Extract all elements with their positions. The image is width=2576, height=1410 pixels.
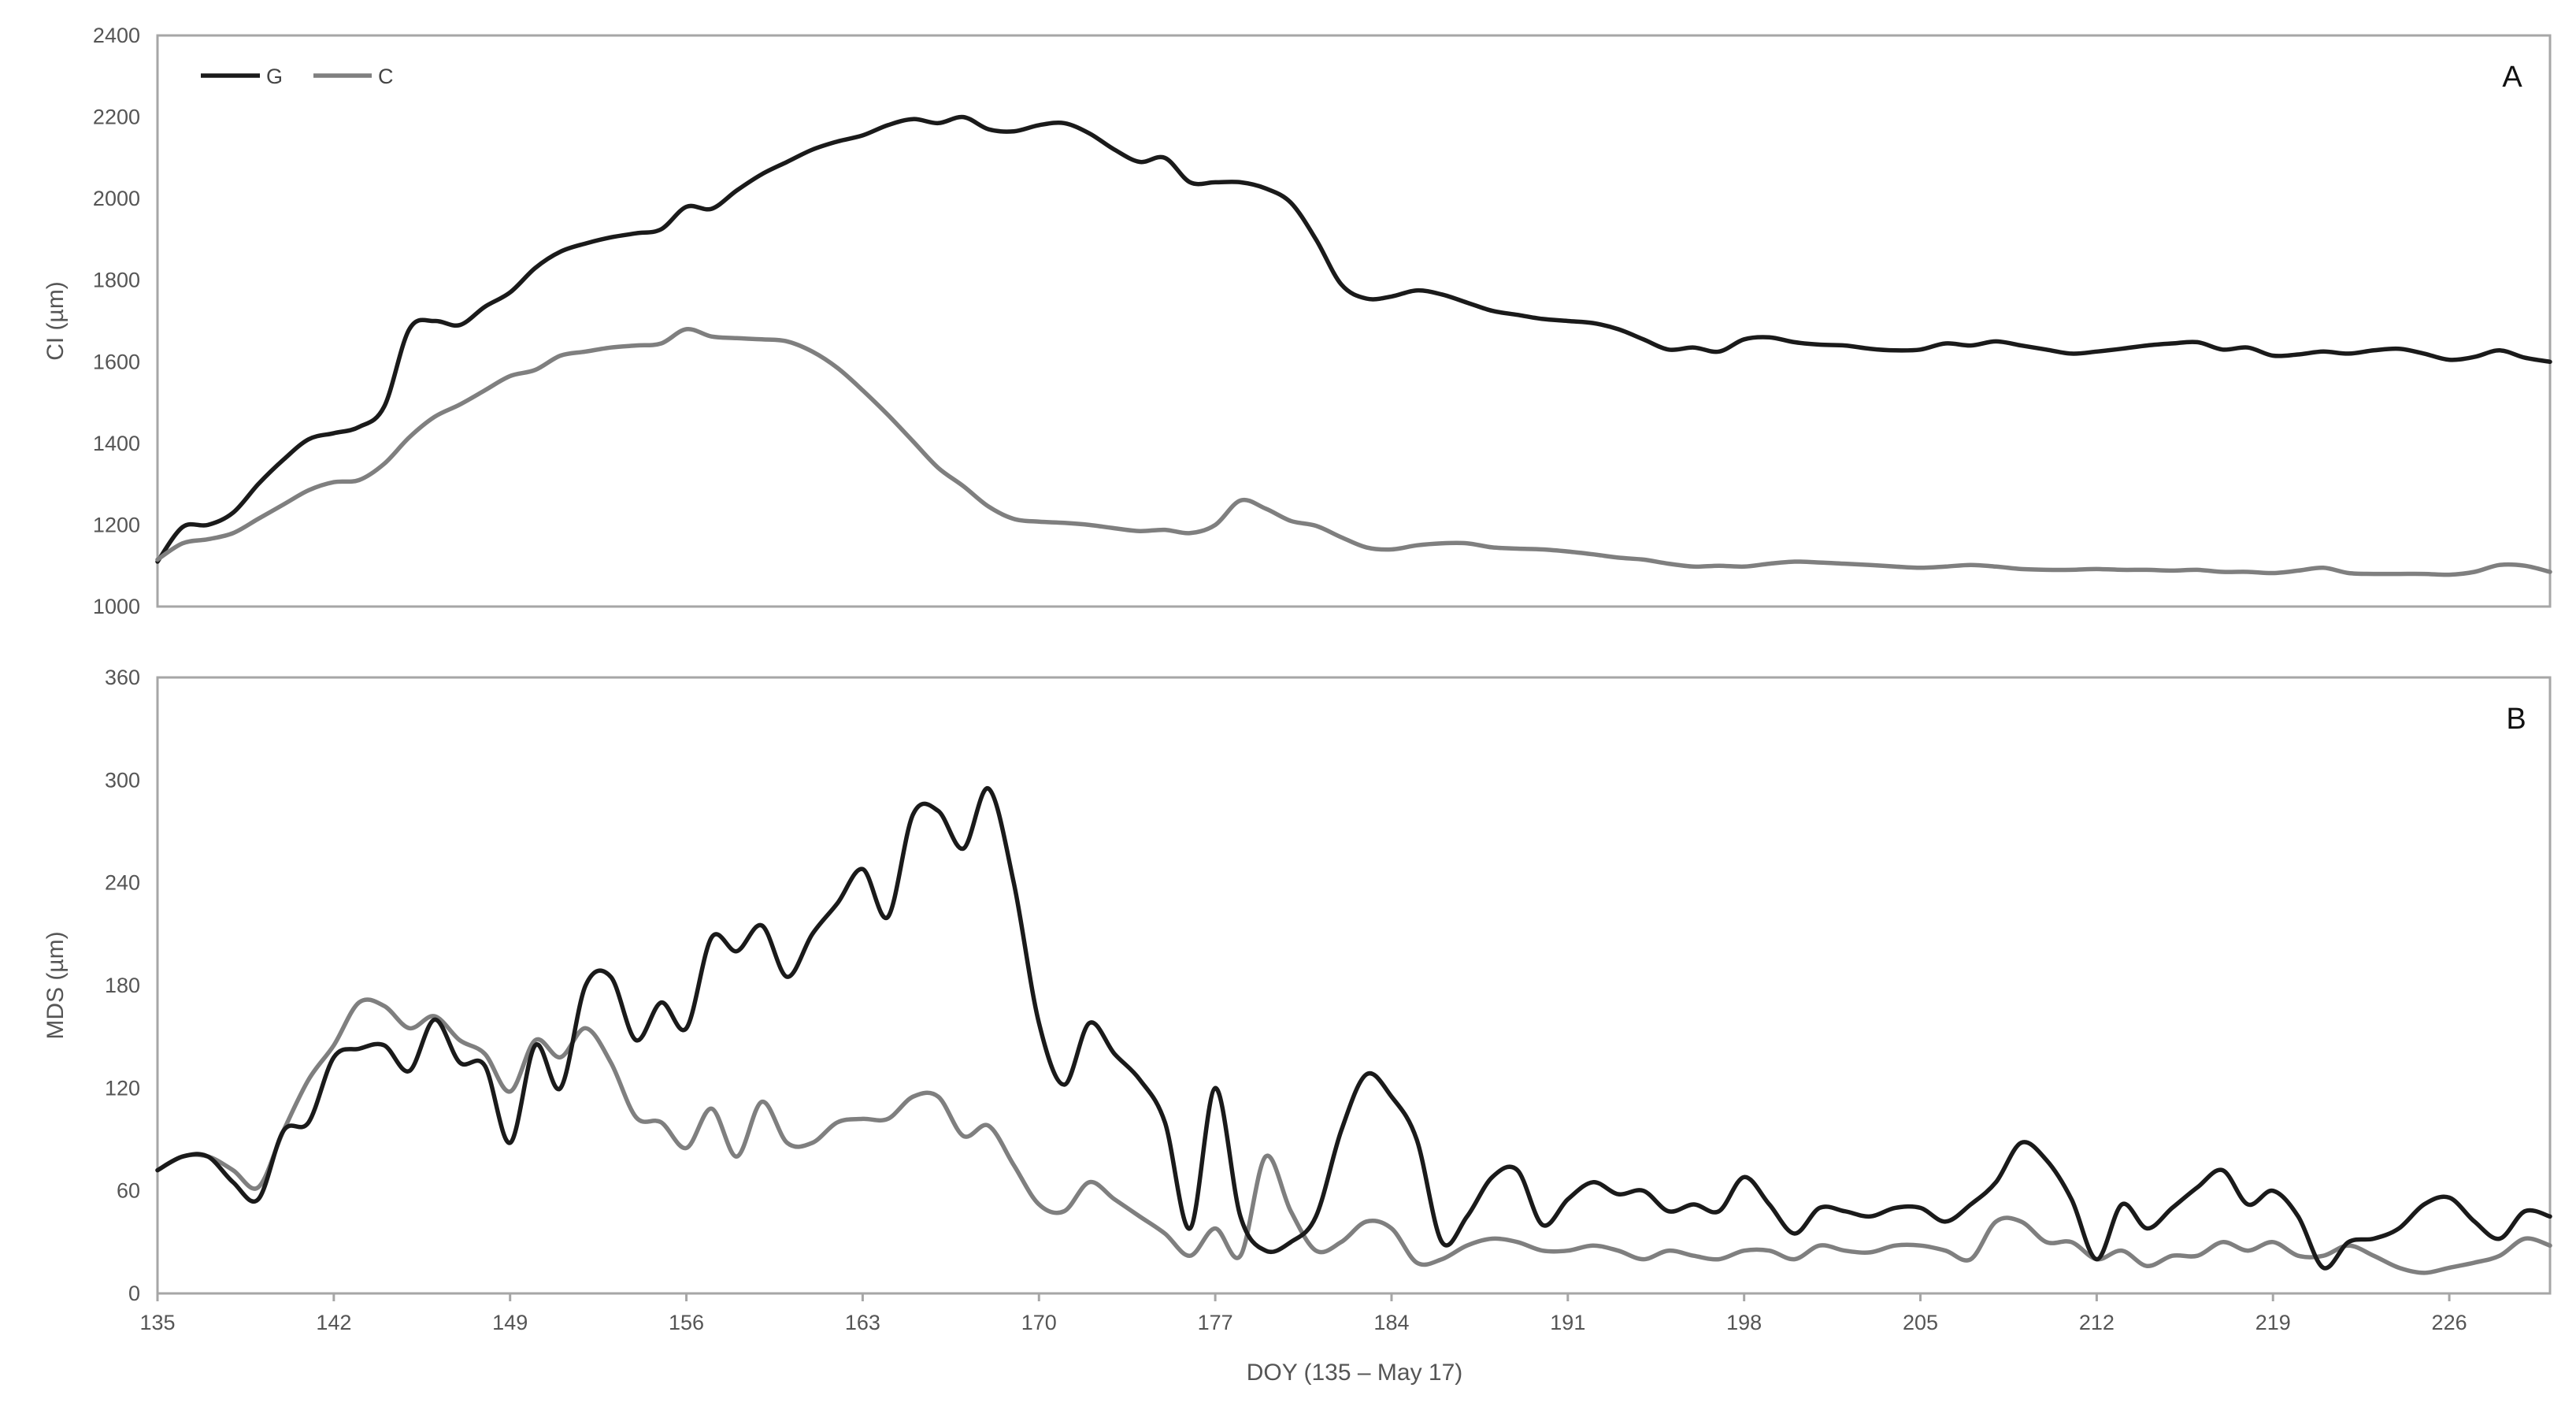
- x-tick-label: 156: [669, 1311, 704, 1334]
- panel-a-series-c-line: [155, 327, 2552, 577]
- panel-a-label: A: [2502, 61, 2522, 94]
- panel-a-y-axis-title: CI (µm): [43, 281, 69, 361]
- x-tick-label: 135: [139, 1311, 175, 1334]
- panel-b-x-ticks: 135 142 149 156 163 170 177 184 191 198 205 212 219 2…: [139, 1293, 2467, 1334]
- x-tick-label: 184: [1373, 1311, 1409, 1334]
- x-tick-label: 170: [1021, 1311, 1057, 1334]
- panel-b-label: B: [2506, 703, 2526, 736]
- panel-a: 1000 1200 1400 1600 1800 2000 2200 2400 CI (µm)…: [43, 24, 2552, 618]
- x-tick-label: 226: [2432, 1311, 2467, 1334]
- panel-b-series-g-line: [155, 786, 2552, 1271]
- panel-a-y-ticks: 1000 1200 1400 1600 1800 2000 2200 2400: [93, 24, 140, 618]
- legend-label-g: G: [266, 65, 283, 88]
- x-tick-label: 142: [316, 1311, 351, 1334]
- x-tick-label: 149: [492, 1311, 528, 1334]
- legend-label-c: C: [378, 65, 394, 88]
- panel-a-frame: [156, 34, 2552, 608]
- panel-b-y-tick-label: 120: [105, 1076, 140, 1100]
- legend: G C: [201, 65, 394, 88]
- panel-a-series-g-line: [155, 114, 2552, 564]
- panel-b-frame: [156, 676, 2552, 1295]
- panel-b-y-tick-label: 180: [105, 974, 140, 997]
- panel-a-y-tick-label: 1600: [93, 350, 140, 373]
- panel-b-y-tick-label: 360: [105, 666, 140, 689]
- panel-a-y-tick-label: 1000: [93, 595, 140, 618]
- x-tick-label: 163: [845, 1311, 880, 1334]
- x-tick-label: 191: [1550, 1311, 1585, 1334]
- x-tick-label: 177: [1198, 1311, 1233, 1334]
- x-tick-label: 212: [2079, 1311, 2115, 1334]
- x-tick-label: 219: [2255, 1311, 2291, 1334]
- panel-a-y-tick-label: 2400: [93, 24, 140, 47]
- panel-b-y-tick-label: 60: [117, 1179, 140, 1203]
- panel-a-y-tick-label: 2000: [93, 187, 140, 210]
- panel-a-y-tick-label: 1400: [93, 432, 140, 455]
- panel-b-y-ticks: 0 60 120 180 240 300 360: [105, 666, 140, 1305]
- panel-a-y-tick-label: 1200: [93, 513, 140, 536]
- panel-a-y-tick-label: 1800: [93, 269, 140, 292]
- panel-b-y-tick-label: 0: [128, 1282, 140, 1305]
- x-axis-title: DOY (135 – May 17): [1247, 1360, 1463, 1386]
- x-tick-label: 205: [1903, 1311, 1938, 1334]
- x-tick-label: 198: [1726, 1311, 1762, 1334]
- panel-a-y-tick-label: 2200: [93, 106, 140, 129]
- panel-b-y-tick-label: 240: [105, 871, 140, 895]
- panel-b-y-axis-title: MDS (µm): [43, 931, 69, 1039]
- panel-b-series-c-line: [155, 997, 2552, 1275]
- panel-b-y-tick-label: 300: [105, 768, 140, 792]
- panel-b: 0 60 120 180 240 300 360 135 142 149 156 163 170 177…: [43, 666, 2552, 1386]
